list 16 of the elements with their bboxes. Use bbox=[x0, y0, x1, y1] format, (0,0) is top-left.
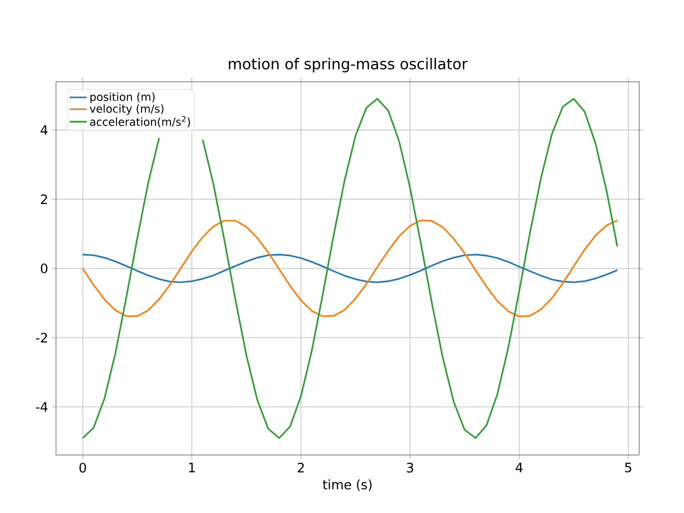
y-tick-label: -4 bbox=[36, 402, 48, 412]
chart-title: motion of spring-mass oscillator bbox=[228, 58, 468, 72]
x-tick-label: 3 bbox=[406, 462, 414, 473]
x-tick-label: 1 bbox=[189, 462, 195, 472]
legend-label: acceleration(m/s$^{2}$) bbox=[90, 116, 190, 128]
y-tick-label: 2 bbox=[40, 194, 47, 204]
x-axis-title: time (s) bbox=[322, 479, 372, 491]
y-tick-label: 4 bbox=[40, 125, 48, 135]
y-tick-label: -2 bbox=[36, 332, 47, 342]
x-tick-label: 5 bbox=[625, 462, 632, 472]
x-tick-label: 2 bbox=[298, 462, 304, 472]
legend-label: velocity (m/s) bbox=[90, 104, 164, 115]
y-tick-label: 0 bbox=[40, 264, 48, 274]
x-tick-label: 4 bbox=[516, 462, 523, 472]
legend-label: position (m) bbox=[90, 92, 155, 104]
x-tick-label: 0 bbox=[79, 462, 86, 473]
